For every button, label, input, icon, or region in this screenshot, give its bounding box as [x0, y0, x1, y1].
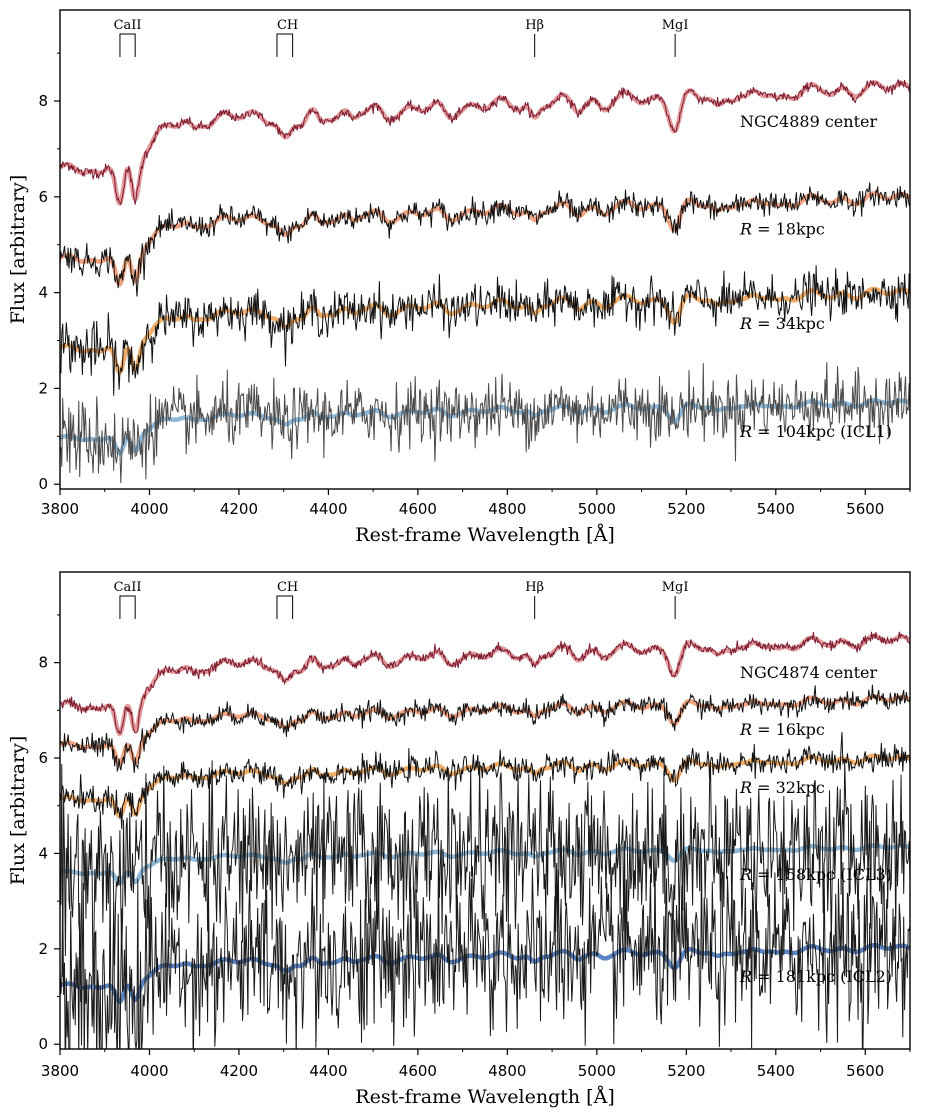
absorption-label: Hβ: [525, 580, 544, 595]
x-tick-label: 5000: [578, 500, 616, 518]
axes-frame: [59, 571, 911, 1050]
spectrum-line-3: [60, 362, 910, 484]
y-tick-label: 4: [38, 284, 48, 302]
spectrum-line-0: [60, 631, 910, 735]
absorption-label: CaII: [114, 580, 142, 595]
x-tick-label: 3800: [41, 1062, 79, 1080]
spectrum-line-3: [60, 758, 910, 1002]
plot-area: [60, 631, 910, 1049]
x-tick-label: 4000: [130, 1062, 168, 1080]
y-tick-label: 6: [38, 749, 48, 767]
spectrum-line-4: [60, 838, 910, 1049]
y-tick-label: 0: [38, 1035, 48, 1053]
absorption-label: CH: [277, 18, 298, 33]
absorption-label: CaII: [114, 18, 142, 33]
y-axis-title: Flux [arbitrary]: [7, 736, 29, 886]
x-tick-label: 4200: [220, 1062, 258, 1080]
series-label-3: R = 158kpc (ICL3): [739, 865, 892, 884]
x-tick-label: 4000: [130, 500, 168, 518]
x-tick-label: 5600: [846, 500, 884, 518]
absorption-label: MgI: [662, 18, 689, 33]
absorption-label: MgI: [662, 580, 689, 595]
y-axis-title: Flux [arbitrary]: [7, 175, 29, 325]
series-label-0: NGC4889 center: [740, 112, 877, 131]
x-tick-label: 3800: [41, 500, 79, 518]
series-label-3: R = 104kpc (ICL1): [739, 422, 892, 441]
spectrum-line-1: [60, 684, 910, 774]
x-tick-label: 5000: [578, 1062, 616, 1080]
x-tick-label: 4400: [309, 500, 347, 518]
model-line-1: [60, 191, 910, 287]
absorption-marker: [276, 33, 294, 57]
series-label-2: R = 34kpc: [739, 314, 825, 333]
spectrum-line-1: [60, 182, 910, 297]
y-tick-label: 2: [38, 379, 48, 397]
absorption-marker: [119, 595, 136, 619]
bottom-panel: 3800 4000 4200 4400 4600 4800 5000 5200 5400 5600…: [7, 571, 911, 1108]
x-tick-label: 5600: [846, 1062, 884, 1080]
x-tick-label: 5200: [667, 1062, 705, 1080]
y-tick-label: 8: [38, 654, 48, 672]
y-tick-label: 4: [38, 844, 48, 862]
axes-frame: [59, 9, 911, 490]
series-label-4: R = 181kpc (ICL2): [739, 967, 892, 986]
y-tick-label: 2: [38, 940, 48, 958]
plot-area: [60, 79, 910, 484]
x-tick-label: 4800: [488, 500, 526, 518]
spectrum-line-2: [60, 732, 910, 830]
absorption-label: CH: [277, 580, 298, 595]
absorption-marker: [276, 595, 294, 619]
absorption-marker: [119, 33, 136, 57]
x-tick-label: 4800: [488, 1062, 526, 1080]
top-panel: 3800 4000 4200 4400 4600 4800 5000 5200 5400 5600…: [7, 9, 911, 546]
x-tick-label: 5200: [667, 500, 705, 518]
x-axis-title: Rest-frame Wavelength [Å]: [355, 1086, 614, 1108]
series-label-1: R = 18kpc: [739, 220, 825, 239]
absorption-label: Hβ: [525, 18, 544, 33]
y-tick-label: 6: [38, 188, 48, 206]
spectrum-line-2: [60, 265, 910, 396]
x-tick-label: 4600: [399, 1062, 437, 1080]
x-tick-label: 4400: [309, 1062, 347, 1080]
y-tick-label: 8: [38, 92, 48, 110]
x-tick-label: 5400: [757, 500, 795, 518]
model-line-1: [60, 694, 910, 767]
x-tick-label: 4200: [220, 500, 258, 518]
series-label-1: R = 16kpc: [739, 720, 825, 739]
spectrum-line-0: [60, 79, 910, 206]
x-tick-label: 5400: [757, 1062, 795, 1080]
series-label-2: R = 32kpc: [739, 778, 825, 797]
y-tick-label: 0: [38, 475, 48, 493]
series-label-0: NGC4874 center: [740, 663, 877, 682]
x-axis-title: Rest-frame Wavelength [Å]: [355, 524, 614, 546]
x-tick-label: 4600: [399, 500, 437, 518]
model-line-0: [60, 80, 910, 206]
